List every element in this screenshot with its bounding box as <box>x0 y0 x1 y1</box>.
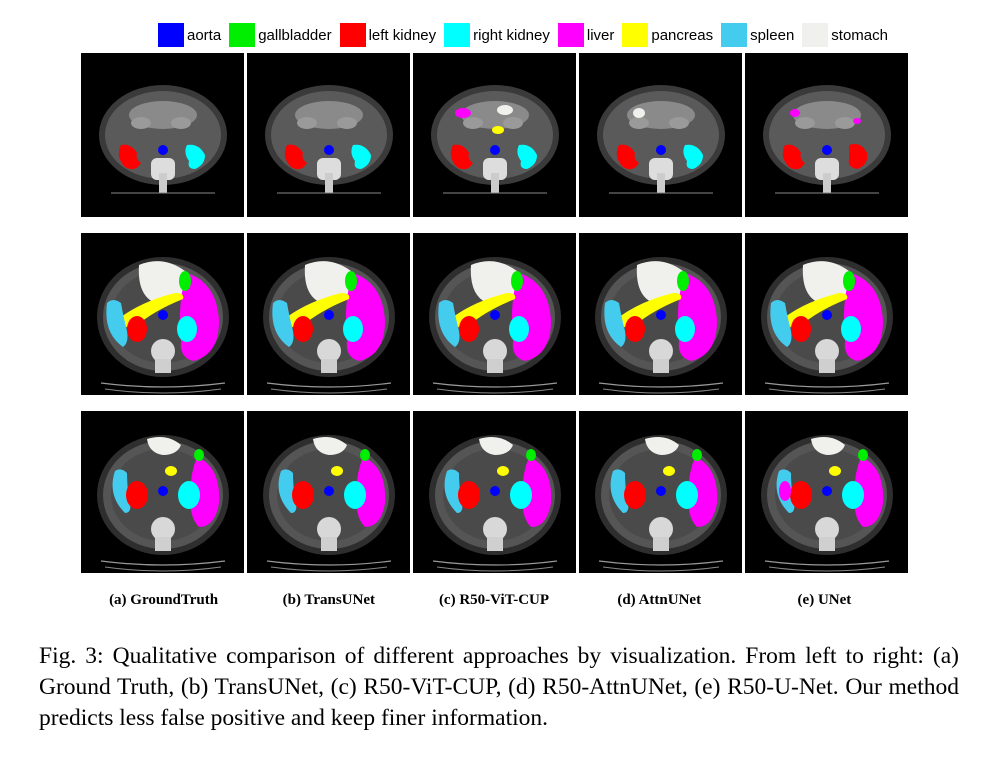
ct-slice-graphic <box>579 411 742 573</box>
ct-slice-graphic <box>413 53 576 217</box>
ct-slice-graphic <box>247 411 410 573</box>
legend-item-right-kidney: right kidney <box>444 23 550 47</box>
ct-segmentation-image <box>579 411 742 573</box>
legend-swatch-pancreas <box>622 23 649 47</box>
ct-segmentation-image <box>81 233 244 395</box>
ct-slice-graphic <box>247 53 410 217</box>
image-row-3 <box>81 411 908 573</box>
ct-segmentation-image <box>81 411 244 573</box>
organ-legend: aorta gallbladder left kidney right kidn… <box>158 22 888 48</box>
legend-label-gallbladder: gallbladder <box>258 26 332 44</box>
figure-caption: Fig. 3: Qualitative comparison of differ… <box>39 643 959 731</box>
legend-item-liver: liver <box>557 23 615 47</box>
ct-segmentation-image <box>247 411 410 573</box>
ct-slice-graphic <box>745 53 908 217</box>
ct-segmentation-image <box>81 53 244 217</box>
ct-slice-graphic <box>579 53 742 217</box>
ct-slice-graphic <box>413 233 576 395</box>
ct-segmentation-image <box>413 53 576 217</box>
column-label-r50-vit-cup: (c) R50-ViT-CUP <box>438 592 550 608</box>
ct-slice-graphic <box>81 233 244 395</box>
ct-segmentation-image <box>579 233 742 395</box>
ct-segmentation-image <box>247 233 410 395</box>
legend-item-pancreas: pancreas <box>622 23 713 47</box>
legend-swatch-gallbladder <box>229 23 256 47</box>
legend-label-pancreas: pancreas <box>651 26 714 44</box>
ct-segmentation-image <box>413 233 576 395</box>
ct-segmentation-image <box>745 233 908 395</box>
ct-slice-graphic <box>81 53 244 217</box>
ct-slice-graphic <box>413 411 576 573</box>
legend-label-aorta: aorta <box>187 26 222 44</box>
legend-item-gallbladder: gallbladder <box>229 23 332 47</box>
legend-item-spleen: spleen <box>721 23 794 47</box>
ct-slice-graphic <box>745 233 908 395</box>
column-label-unet: (e) UNet <box>797 592 852 608</box>
ct-slice-graphic <box>81 411 244 573</box>
ct-segmentation-image <box>745 411 908 573</box>
legend-label-spleen: spleen <box>750 26 795 44</box>
column-label-groundtruth: (a) GroundTruth <box>109 592 219 608</box>
ct-segmentation-image <box>413 411 576 573</box>
legend-swatch-aorta <box>158 23 184 47</box>
legend-label-stomach: stomach <box>831 26 888 44</box>
ct-slice-graphic <box>247 233 410 395</box>
image-row-2 <box>81 233 908 395</box>
legend-label-liver: liver <box>586 26 615 44</box>
ct-segmentation-image <box>745 53 908 217</box>
column-label-transunet: (b) TransUNet <box>282 592 375 608</box>
legend-item-aorta: aorta <box>158 23 221 47</box>
legend-label-right-kidney: right kidney <box>473 26 550 44</box>
legend-label-left-kidney: left kidney <box>368 26 437 44</box>
legend-swatch-stomach <box>802 23 829 47</box>
legend-swatch-left-kidney <box>339 23 366 47</box>
column-labels: (a) GroundTruth (b) TransUNet (c) R50-Vi… <box>81 592 907 609</box>
column-label-attnunet: (d) AttnUNet <box>617 592 702 608</box>
ct-segmentation-image <box>579 53 742 217</box>
legend-swatch-spleen <box>721 23 748 47</box>
ct-slice-graphic <box>579 233 742 395</box>
legend-swatch-right-kidney <box>444 23 471 47</box>
legend-item-stomach: stomach <box>802 23 888 47</box>
ct-slice-graphic <box>745 411 908 573</box>
image-row-1 <box>81 53 908 217</box>
legend-swatch-liver <box>557 23 584 47</box>
ct-segmentation-image <box>247 53 410 217</box>
legend-item-left-kidney: left kidney <box>339 23 437 47</box>
